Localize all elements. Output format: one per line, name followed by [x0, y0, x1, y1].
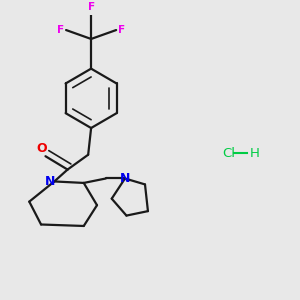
Text: Cl: Cl: [222, 147, 235, 160]
Text: N: N: [45, 175, 56, 188]
Text: O: O: [37, 142, 47, 155]
Text: N: N: [120, 172, 130, 185]
Text: F: F: [118, 25, 125, 35]
Text: F: F: [88, 2, 95, 12]
Text: H: H: [250, 147, 260, 160]
Text: F: F: [58, 25, 64, 35]
